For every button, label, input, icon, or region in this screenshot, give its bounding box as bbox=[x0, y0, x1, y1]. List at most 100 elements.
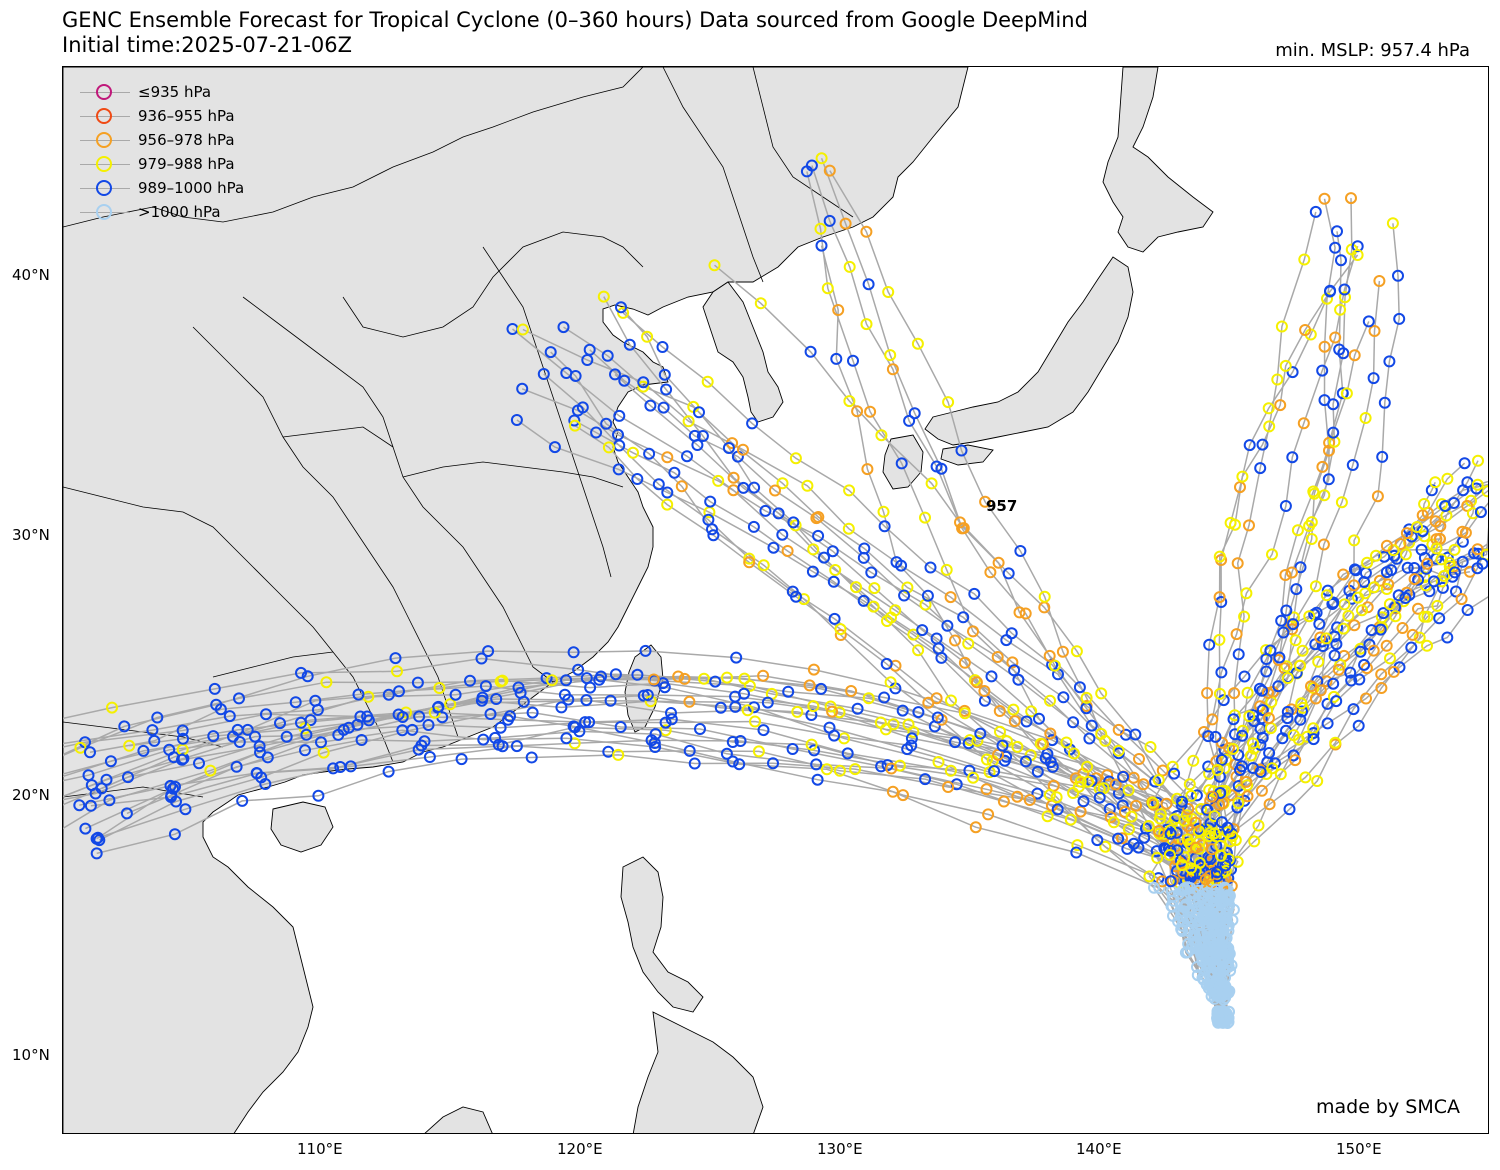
track-point-marker bbox=[301, 670, 314, 683]
track-point-marker bbox=[1472, 547, 1485, 560]
track-point-marker bbox=[1081, 760, 1094, 773]
track-point-marker bbox=[311, 703, 324, 716]
land-shikoku bbox=[940, 444, 994, 466]
marker-layer bbox=[73, 152, 1488, 1029]
track-point-marker bbox=[392, 708, 405, 721]
track-point-marker bbox=[1371, 490, 1384, 503]
track-point-marker bbox=[1236, 724, 1249, 737]
lat-label-40n: 40°N bbox=[12, 266, 50, 284]
track-point-marker bbox=[849, 763, 862, 776]
track-point-marker bbox=[812, 529, 825, 542]
track-point-marker bbox=[1072, 780, 1085, 793]
track-point-marker bbox=[1231, 801, 1244, 814]
track-point-marker bbox=[806, 565, 819, 578]
track-point-marker bbox=[1070, 846, 1083, 859]
track-point-marker bbox=[82, 769, 95, 782]
min-mslp-label: min. MSLP: 957.4 hPa bbox=[1275, 40, 1470, 61]
track-point-marker bbox=[829, 564, 842, 576]
track-point-marker bbox=[1008, 664, 1021, 677]
track-point-marker bbox=[1206, 713, 1219, 726]
track-line bbox=[622, 312, 1225, 1020]
track-point-marker bbox=[935, 462, 948, 475]
track-point-marker bbox=[1213, 550, 1226, 563]
track-point-marker bbox=[1380, 639, 1393, 652]
legend-label: 989–1000 hPa bbox=[138, 179, 245, 197]
lon-label-120e: 120°E bbox=[557, 1140, 603, 1158]
track-point-marker bbox=[925, 477, 938, 490]
track-point-marker bbox=[1359, 412, 1372, 424]
track-point-marker bbox=[644, 695, 657, 708]
track-point-marker bbox=[122, 771, 134, 784]
track-point-marker bbox=[647, 673, 660, 686]
track-point-marker bbox=[1330, 638, 1343, 651]
track-point-marker bbox=[980, 783, 993, 796]
track-point-marker bbox=[231, 723, 244, 736]
track-point-marker bbox=[1082, 775, 1094, 788]
track-point-marker bbox=[911, 337, 924, 350]
track-point-marker bbox=[1262, 687, 1274, 699]
track-point-marker bbox=[704, 495, 717, 508]
track-point-marker bbox=[1025, 705, 1038, 718]
map-canvas[interactable] bbox=[63, 67, 1489, 1134]
track-point-marker bbox=[1263, 420, 1276, 433]
track-point-marker bbox=[449, 688, 462, 701]
track-point-marker bbox=[734, 735, 747, 747]
track-point-marker bbox=[118, 720, 131, 733]
track-point-marker bbox=[361, 710, 374, 723]
track-point-marker bbox=[905, 739, 918, 752]
track-point-marker bbox=[804, 345, 817, 358]
track-point-marker bbox=[1172, 887, 1185, 900]
track-point-marker bbox=[1295, 697, 1308, 710]
track-point-marker bbox=[875, 429, 888, 442]
track-point-marker bbox=[1093, 791, 1106, 804]
track-point-marker bbox=[890, 556, 903, 569]
track-point-marker bbox=[803, 679, 816, 692]
track-point-marker bbox=[612, 463, 625, 476]
track-point-marker bbox=[767, 541, 780, 554]
track-point-marker bbox=[1314, 631, 1327, 644]
legend-circle-icon bbox=[96, 156, 112, 172]
map-frame[interactable] bbox=[62, 66, 1489, 1134]
track-point-marker bbox=[137, 744, 150, 757]
track-point-marker bbox=[1173, 833, 1186, 846]
track-point-marker bbox=[1435, 575, 1448, 588]
track-point-marker bbox=[1234, 764, 1246, 776]
track-point-marker bbox=[828, 612, 841, 625]
track-point-marker bbox=[867, 600, 880, 613]
track-point-marker bbox=[1455, 593, 1468, 606]
track-point-marker bbox=[789, 519, 802, 532]
track-point-marker bbox=[1439, 500, 1452, 512]
legend-marker-icon bbox=[80, 202, 130, 222]
legend-marker-icon bbox=[80, 178, 130, 198]
track-point-marker bbox=[1208, 827, 1221, 840]
track-point-marker bbox=[791, 705, 804, 718]
track-point-marker bbox=[612, 748, 625, 761]
track-point-marker bbox=[807, 663, 820, 676]
track-point-marker bbox=[1148, 881, 1160, 894]
track-point-marker bbox=[757, 724, 770, 737]
track-point-marker bbox=[1383, 355, 1396, 368]
track-point-marker bbox=[1335, 496, 1348, 509]
track-point-marker bbox=[382, 765, 395, 778]
track-point-marker bbox=[1152, 825, 1165, 837]
track-point-marker bbox=[1352, 591, 1365, 604]
track-point-marker bbox=[722, 442, 735, 454]
track-point-marker bbox=[1328, 630, 1341, 643]
track-point-marker bbox=[1289, 754, 1302, 767]
track-point-marker bbox=[1274, 768, 1287, 781]
track-point-marker bbox=[1400, 586, 1413, 599]
legend-marker-icon bbox=[80, 130, 130, 150]
track-point-marker bbox=[526, 706, 539, 719]
track-point-marker bbox=[312, 789, 325, 802]
track-point-marker bbox=[177, 732, 189, 745]
track-point-marker bbox=[885, 762, 898, 775]
track-point-marker bbox=[123, 739, 136, 752]
track-point-marker bbox=[908, 407, 921, 420]
track-point-marker bbox=[877, 505, 890, 518]
border-line bbox=[482, 246, 612, 578]
track-point-marker bbox=[657, 401, 670, 414]
track-point-marker bbox=[1317, 538, 1330, 551]
track-point-marker bbox=[641, 689, 654, 701]
track-point-marker bbox=[91, 831, 104, 844]
track-point-marker bbox=[249, 730, 261, 743]
